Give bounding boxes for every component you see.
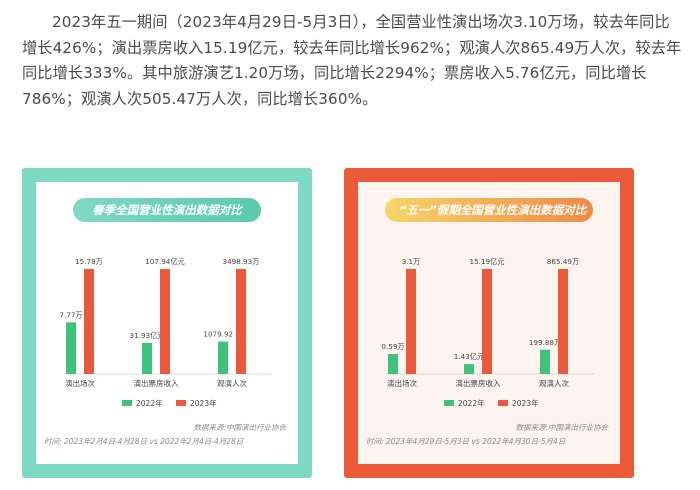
bar-2022-3 (540, 349, 550, 374)
category-label-3: 观演人次 (539, 378, 569, 388)
category-label-1: 演出场次 (65, 378, 95, 388)
data-label-2023-1: 3.1万 (402, 257, 421, 266)
mayday-data-period: 时间: 2023年4月29日-5月3日 vs 2022年4月30日-5月4日 (366, 437, 566, 446)
mayday-chart-title: “五一”假期全国营业性演出数据对比 (385, 198, 593, 222)
mayday-card-panel: “五一”假期全国营业性演出数据对比 0.59万 3.1万演出场次 1.43亿元 15.… (358, 182, 620, 464)
bar-2022-2 (464, 364, 474, 374)
legend-swatch-2023 (176, 400, 186, 406)
bar-2022-1 (388, 354, 398, 374)
category-label-1: 演出场次 (387, 378, 417, 388)
legend-swatch-2022 (444, 400, 454, 406)
data-label-2022-2: 1.43亿元 (454, 352, 484, 361)
legend-swatch-2023 (498, 400, 508, 406)
bar-2023-1 (406, 269, 416, 374)
data-label-2023-2: 107.94亿元 (145, 257, 185, 266)
data-label-2022-1: 0.59万 (381, 342, 404, 351)
spring-data-source: 数据来源:中国演出行业协会 (193, 423, 286, 432)
data-label-2022-2: 31.93亿元 (130, 331, 165, 340)
spring-card-panel: 春季全国营业性演出数据对比 7.77万 15.78万演出场次 31.93亿元 107.… (36, 182, 298, 464)
bar-2023-2 (160, 269, 170, 374)
category-label-2: 演出票房收入 (456, 378, 501, 388)
legend-label-2023: 2023年 (190, 398, 217, 408)
data-label-2022-3: 1079.92 万 (203, 330, 242, 339)
legend-label-2022: 2022年 (136, 398, 163, 408)
spring-chart-title: 春季全国营业性演出数据对比 (73, 198, 261, 222)
bar-2023-1 (84, 269, 94, 374)
spring-comparison-card: 春季全国营业性演出数据对比 7.77万 15.78万演出场次 31.93亿元 107.… (22, 168, 312, 478)
data-label-2023-1: 15.78万 (75, 257, 103, 266)
bar-2023-3 (236, 269, 246, 374)
legend-swatch-2022 (122, 400, 132, 406)
bar-2023-3 (558, 269, 568, 374)
bar-2022-3 (218, 341, 228, 374)
category-label-3: 观演人次 (217, 378, 247, 388)
bar-2022-2 (142, 342, 152, 374)
bar-2023-2 (482, 269, 492, 374)
bar-2022-1 (66, 322, 76, 374)
data-label-2022-1: 7.77万 (59, 310, 82, 319)
data-label-2023-2: 15.19亿元 (470, 257, 505, 266)
summary-paragraph: 2023年五一期间（2023年4月29日-5月3日），全国营业性演出场次3.10… (22, 13, 682, 108)
mayday-comparison-card: “五一”假期全国营业性演出数据对比 0.59万 3.1万演出场次 1.43亿元 15.… (344, 168, 634, 478)
category-label-2: 演出票房收入 (134, 378, 179, 388)
mayday-data-source: 数据来源:中国演出行业协会 (515, 423, 608, 432)
spring-data-period: 时间: 2023年2月4日-4月28日 vs 2022年2月4日-4月28日 (44, 437, 244, 446)
data-label-2023-3: 865.49万 (547, 257, 579, 266)
legend-label-2023: 2023年 (512, 398, 539, 408)
legend-label-2022: 2022年 (458, 398, 485, 408)
data-label-2022-3: 199.88万 (529, 338, 561, 347)
data-label-2023-3: 3498.93万 (223, 257, 260, 266)
